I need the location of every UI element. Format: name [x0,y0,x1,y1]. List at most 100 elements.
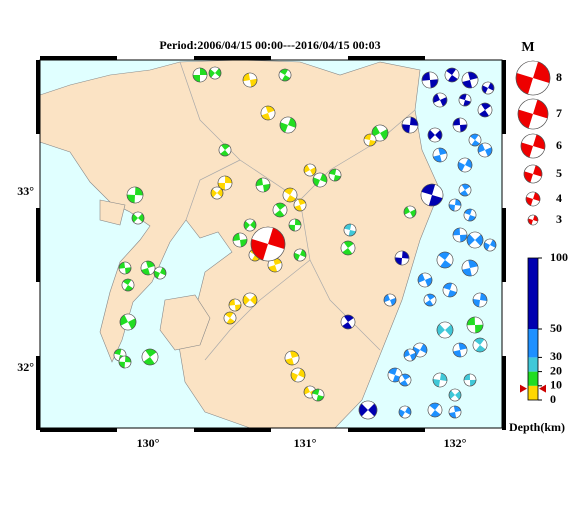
ball-outline [242,72,258,88]
beach-ball [340,240,356,256]
ball-outline [398,373,412,387]
map [36,56,506,432]
beach-ball [468,133,482,147]
ball-dilatation [119,262,131,274]
longitude-label: 132° [444,436,467,450]
ball-outline [121,278,135,292]
beach-ball [284,350,300,366]
ball-dilatation [244,293,256,308]
beach-ball [223,311,237,325]
ball-outline [466,231,484,249]
ball-outline [452,117,468,133]
ball-outline [284,350,300,366]
ball-dilatation [212,186,222,199]
ball-dilatation [433,148,447,162]
ball-outline [218,143,232,157]
ball-dilatation [291,368,305,382]
beach-ball [358,400,378,420]
frame-segment [36,208,40,282]
beach-ball [217,175,233,191]
beach-ball [293,198,307,212]
ball-dilatation [518,99,548,129]
ball-outline [457,157,473,173]
ball-dilatation [154,267,166,279]
beach-ball [448,388,462,402]
beach-ball [412,342,428,358]
ball-outline [427,402,443,418]
depth-tick-label: 50 [550,321,562,335]
ball-dilatation [399,405,411,418]
ball-outline [141,348,159,366]
ball-outline [515,60,551,96]
magnitude-label: 3 [556,212,562,226]
ball-outline [417,272,433,288]
ball-dilatation [343,224,356,236]
ball-dilatation [524,165,542,183]
ball-outline [118,355,132,369]
beach-ball [118,355,132,369]
beach-ball [343,223,357,237]
beach-ball [398,405,412,419]
ball-dilatation [243,73,257,87]
ball-dilatation [373,125,387,141]
ball-dilatation [285,351,299,365]
ball-dilatation [294,199,306,211]
ball-dilatation [449,406,462,418]
beach-ball [448,405,462,419]
beach-ball [517,98,549,130]
frame-segment [348,428,425,432]
beach-ball [481,81,495,95]
ball-dilatation [429,128,441,143]
beach-ball [523,164,543,184]
frame-segment [40,428,117,432]
beach-ball [242,72,258,88]
ball-dilatation [329,169,341,181]
ball-outline [293,198,307,212]
beach-ball [401,116,419,134]
ball-outline [483,238,497,252]
ball-outline [340,240,356,256]
ball-outline [432,147,448,163]
ball-dilatation [439,322,451,339]
depth-marker [520,384,546,393]
beach-ball [436,321,454,339]
ball-outline [290,367,306,383]
ball-dilatation [280,116,296,133]
ball-outline [461,71,479,89]
beach-ball [458,93,472,107]
ball-outline [401,116,419,134]
beach-ball [340,314,356,330]
ball-outline [255,177,271,193]
beach-ball [452,117,468,133]
ball-outline [260,105,276,121]
ball-dilatation [289,219,301,232]
ball-outline [358,400,378,420]
ball-outline [448,405,462,419]
ball-outline [523,164,543,184]
ball-outline [278,68,292,82]
frame-segment [502,208,506,282]
beach-ball [515,60,551,96]
ball-outline [232,232,248,248]
beach-ball [290,367,306,383]
ball-outline [293,248,307,262]
latitude-label: 33° [17,184,34,198]
ball-outline [466,316,484,334]
ball-outline [421,71,439,89]
beach-ball [466,316,484,334]
beach-ball [278,68,292,82]
ball-outline [403,205,417,219]
ball-dilatation [395,251,409,265]
frame-segment [502,356,506,430]
ball-outline [398,405,412,419]
ball-dilatation [278,69,291,81]
beach-ball [383,293,397,307]
ball-dilatation [193,68,207,82]
beach-ball [477,102,493,118]
ball-dilatation [478,143,492,157]
ball-dilatation [114,349,126,361]
ball-outline [458,183,472,197]
ball-outline [242,292,258,308]
ball-dilatation [433,373,447,387]
